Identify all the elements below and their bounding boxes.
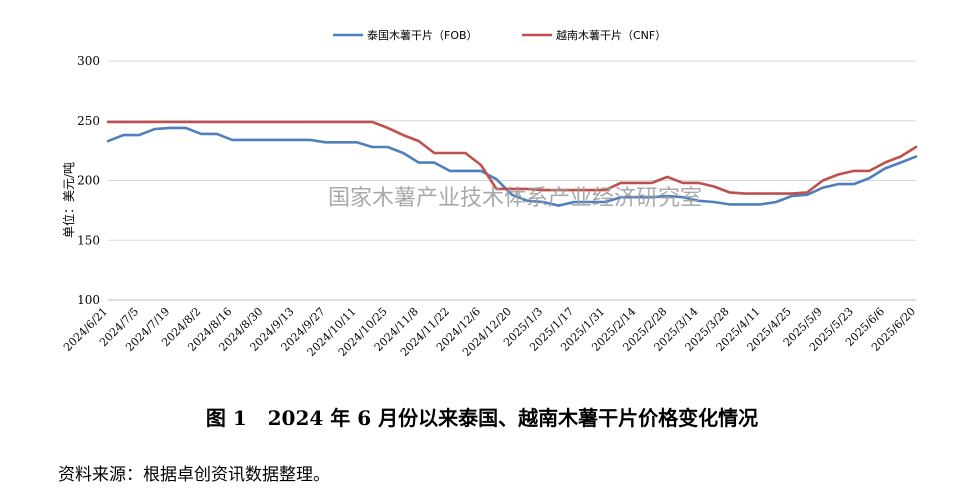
x-tick-labels: 2024/6/212024/7/52024/7/192024/8/22024/8… <box>61 305 918 359</box>
watermark-text: 国家木薯产业技术体系产业经济研究室 <box>328 186 702 211</box>
y-tick-label: 250 <box>77 114 100 128</box>
price-line-chart: 100 150 200 250 300 2024/6/212024/7/52024/7/… <box>61 28 918 359</box>
data-source-note: 资料来源：根据卓创资讯数据整理。 <box>58 465 330 485</box>
legend-label-0: 泰国木薯干片（FOB） <box>367 28 478 42</box>
legend-label-1: 越南木薯干片（CNF） <box>556 28 666 42</box>
y-tick-label: 200 <box>77 174 100 188</box>
legend: 泰国木薯干片（FOB） 越南木薯干片（CNF） <box>333 28 666 42</box>
series-line-0 <box>106 126 918 207</box>
series-lines <box>106 120 918 207</box>
y-tick-label: 300 <box>77 54 100 68</box>
y-tick-labels: 100 150 200 250 300 <box>77 54 100 307</box>
series-line-1 <box>106 120 918 195</box>
figure-caption: 图 1 2024 年 6 月份以来泰国、越南木薯干片价格变化情况 <box>205 406 759 430</box>
y-axis-label: 单位：美元/吨 <box>61 162 76 238</box>
y-tick-label: 150 <box>77 233 100 247</box>
y-tick-label: 100 <box>77 293 100 307</box>
grid-lines <box>108 60 916 241</box>
